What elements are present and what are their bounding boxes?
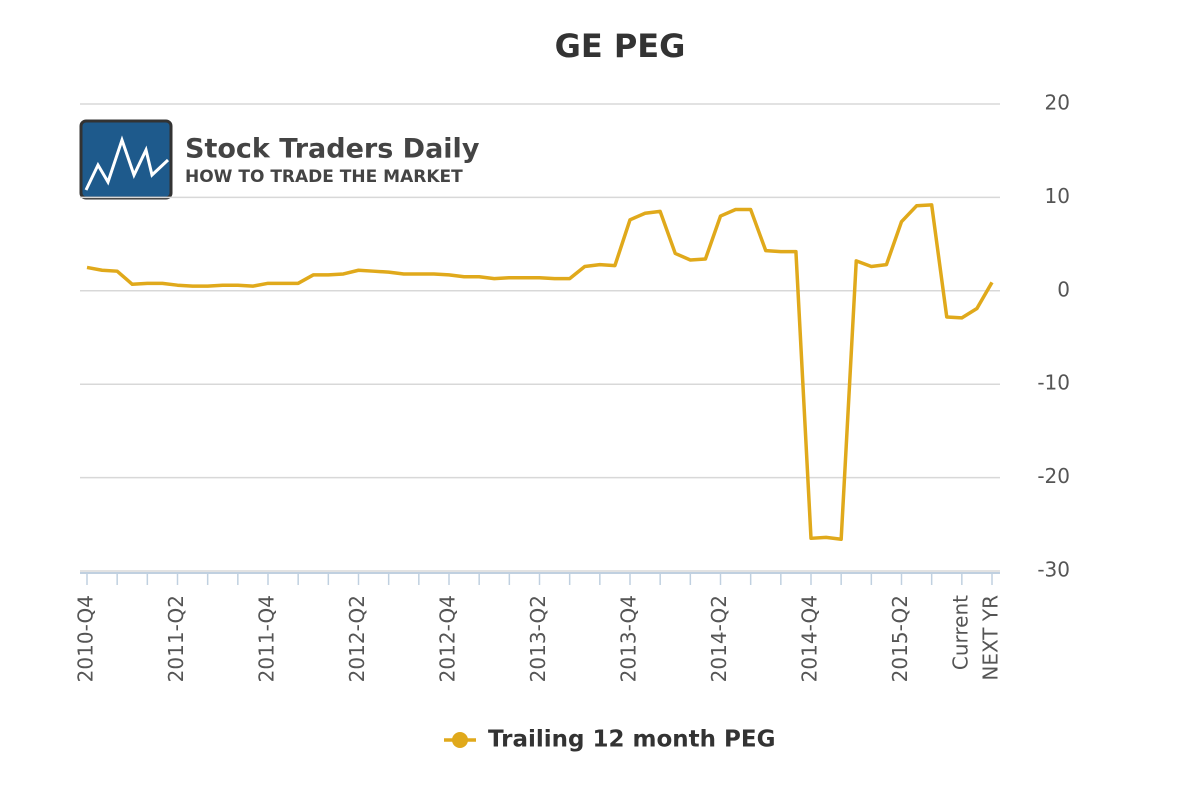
logo-line <box>84 135 170 191</box>
x-tick-label: 2014-Q2 <box>707 595 731 682</box>
y-tick-label: -30 <box>1037 558 1070 582</box>
x-tick-label: 2012-Q2 <box>345 595 369 682</box>
x-tick-label: 2011-Q2 <box>164 595 188 682</box>
legend-label: Trailing 12 month PEG <box>488 727 776 753</box>
x-tick-label: 2010-Q4 <box>74 595 98 682</box>
legend-marker <box>452 732 468 748</box>
x-tick-label: 2013-Q2 <box>526 595 550 682</box>
x-tick-label: 2012-Q4 <box>436 595 460 682</box>
x-tick-label: 2015-Q2 <box>888 595 912 682</box>
y-tick-label: 0 <box>1057 277 1070 301</box>
watermark-tagline: HOW TO TRADE THE MARKET <box>185 167 463 187</box>
y-tick-label: -20 <box>1037 464 1070 488</box>
x-tick-label: 2013-Q4 <box>617 595 641 682</box>
x-tick-label: 2011-Q4 <box>255 595 279 682</box>
logo-box <box>79 119 173 200</box>
watermark: Stock Traders Daily HOW TO TRADE THE MAR… <box>79 119 480 200</box>
y-tick-label: 20 <box>1045 91 1070 115</box>
line <box>86 203 994 541</box>
y-tick-label: 10 <box>1045 184 1070 208</box>
x-tick-label: Current <box>948 595 972 670</box>
y-tick-label: -10 <box>1037 371 1070 395</box>
x-tick-label: NEXT YR <box>979 595 1003 681</box>
chart-title: GE PEG <box>555 27 686 65</box>
x-tick-label: 2014-Q4 <box>798 595 822 682</box>
watermark-name: Stock Traders Daily <box>185 134 480 165</box>
